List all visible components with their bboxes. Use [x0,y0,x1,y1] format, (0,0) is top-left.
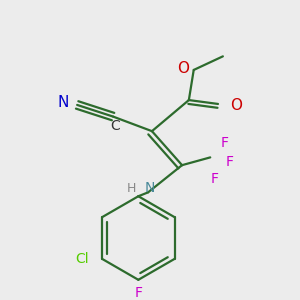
Text: F: F [221,136,229,150]
Text: C: C [110,119,120,133]
Text: Cl: Cl [75,252,88,266]
Text: F: F [134,286,142,300]
Text: O: O [230,98,242,113]
Text: N: N [58,94,69,110]
Text: F: F [211,172,219,186]
Text: F: F [226,155,234,169]
Text: H: H [127,182,136,195]
Text: N: N [145,182,155,196]
Text: O: O [177,61,189,76]
